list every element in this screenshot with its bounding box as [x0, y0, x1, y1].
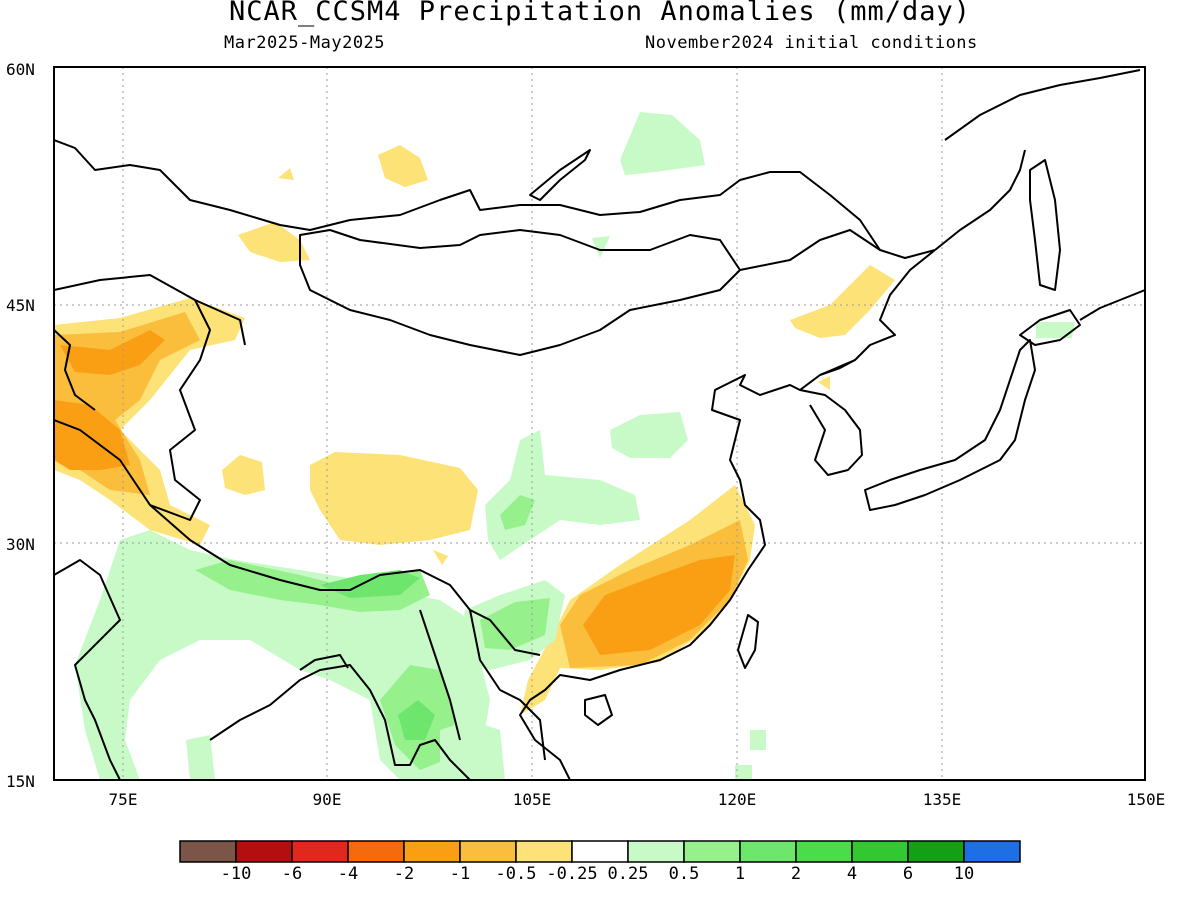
border-central-asia	[54, 274, 246, 346]
dry-anomaly-tibet-south-dot	[433, 550, 448, 565]
coastline-arctic-siberia	[54, 139, 936, 259]
coastline-kamchatka-okhotsk	[944, 69, 1141, 141]
wet-anomaly-indochina	[440, 720, 505, 780]
coastline-kuril	[1079, 289, 1145, 321]
dry-anomaly-manchuria	[790, 265, 895, 338]
lat-label-30n: 30N	[6, 535, 35, 554]
lat-label-60n: 60N	[6, 60, 35, 79]
colorbar	[179, 840, 1021, 863]
coastline-hokkaido	[1019, 309, 1081, 346]
colorbar-swatch	[571, 840, 629, 863]
lat-label-15n: 15N	[6, 772, 35, 791]
colorbar-swatch	[459, 840, 517, 863]
coastline-bay-of-bengal	[209, 664, 471, 780]
coastline-sakhalin	[1029, 159, 1061, 291]
coastline-hainan	[584, 694, 613, 726]
dry-anomaly-siberia	[378, 145, 428, 187]
dry-anomaly-tibet	[310, 452, 478, 545]
colorbar-swatch	[291, 840, 349, 863]
lat-label-45n: 45N	[6, 296, 35, 315]
colorbar-tick-label: -0.25	[546, 864, 598, 884]
colorbar-tick-label: -10	[220, 864, 252, 884]
lon-label-150e: 150E	[1126, 790, 1166, 809]
wet-anomaly-philippines	[735, 765, 752, 780]
border-himalaya	[149, 504, 541, 656]
wet-anomaly-mongolia-dot	[592, 236, 610, 258]
coastline-caspian-east	[54, 329, 96, 411]
colorbar-tick-label: -4	[337, 864, 359, 884]
dry-anomaly-korea-dot	[818, 376, 830, 390]
lon-label-120e: 120E	[717, 790, 757, 809]
coastline-okhotsk-west	[934, 149, 1026, 251]
border-china-russia-east	[739, 229, 881, 271]
colorbar-tick-label: -0.5	[495, 864, 537, 884]
lon-label-135e: 135E	[922, 790, 962, 809]
colorbar-tick-label: -2	[393, 864, 415, 884]
coastline-japan-honshu	[864, 339, 1036, 511]
wet-anomaly-central-china	[485, 430, 640, 560]
border-china-north	[54, 299, 211, 521]
coastlines-and-borders	[54, 69, 1145, 780]
border-myanmar-thailand	[419, 609, 461, 741]
wet-anomaly-north-china	[610, 412, 688, 458]
colorbar-swatch	[627, 840, 685, 863]
lon-label-105e: 105E	[512, 790, 552, 809]
colorbar-tick-label: 1	[734, 864, 746, 884]
colorbar-swatch	[683, 840, 741, 863]
dry-anomaly-kazakh	[238, 222, 310, 262]
colorbar-swatch	[235, 840, 293, 863]
lon-label-75e: 75E	[108, 790, 138, 809]
colorbar-tick-label: 2	[790, 864, 802, 884]
coastline-east-asia	[519, 249, 936, 780]
colorbar-tick-label: 0.25	[607, 864, 649, 884]
wet-anomaly-myanmar-core	[398, 700, 435, 740]
dry-anomaly-west-north	[60, 330, 165, 375]
border-china-korea	[819, 359, 856, 376]
wet-anomaly-japan-north	[1036, 322, 1075, 338]
anomaly-fields	[54, 112, 1075, 780]
coastline-lake-baikal	[529, 149, 591, 201]
colorbar-swatch	[179, 840, 237, 863]
wet-anomaly-siberia	[620, 112, 705, 175]
coastline-taiwan	[737, 614, 759, 669]
colorbar-tick-label: 4	[846, 864, 858, 884]
initial-conditions: November2024 initial conditions	[645, 33, 978, 53]
dry-anomaly-se-china-core	[583, 555, 735, 655]
colorbar-tick-label: 10	[953, 864, 975, 884]
colorbar-swatch	[403, 840, 461, 863]
dry-anomaly-small-nw	[278, 168, 294, 180]
border-mongolia	[299, 229, 741, 356]
wet-anomaly-luzon-west	[750, 730, 766, 750]
colorbar-tick-label: 0.5	[668, 864, 700, 884]
forecast-period: Mar2025-May2025	[224, 33, 386, 53]
lat-lon-grid	[54, 67, 1145, 780]
colorbar-tick-label: -6	[281, 864, 303, 884]
map-frame	[53, 66, 1146, 781]
coastline-india	[54, 559, 121, 780]
border-indochina	[469, 609, 546, 761]
wet-anomaly-sri-lanka-area	[186, 735, 215, 780]
dry-anomaly-tibet-west	[222, 455, 265, 495]
colorbar-swatch	[907, 840, 965, 863]
colorbar-swatch	[851, 840, 909, 863]
colorbar-swatch	[963, 840, 1021, 863]
colorbar-tick-label: 6	[902, 864, 914, 884]
colorbar-swatch	[515, 840, 573, 863]
map-title: NCAR_CCSM4 Precipitation Anomalies (mm/d…	[229, 0, 971, 27]
colorbar-swatch	[795, 840, 853, 863]
colorbar-tick-label: -1	[449, 864, 471, 884]
colorbar-swatch	[739, 840, 797, 863]
lon-label-90e: 90E	[312, 790, 342, 809]
wet-anomaly-central-china-mid	[500, 495, 535, 530]
coastline-bangladesh-delta	[299, 654, 349, 671]
colorbar-swatch	[347, 840, 405, 863]
coastline-korea	[799, 389, 863, 476]
